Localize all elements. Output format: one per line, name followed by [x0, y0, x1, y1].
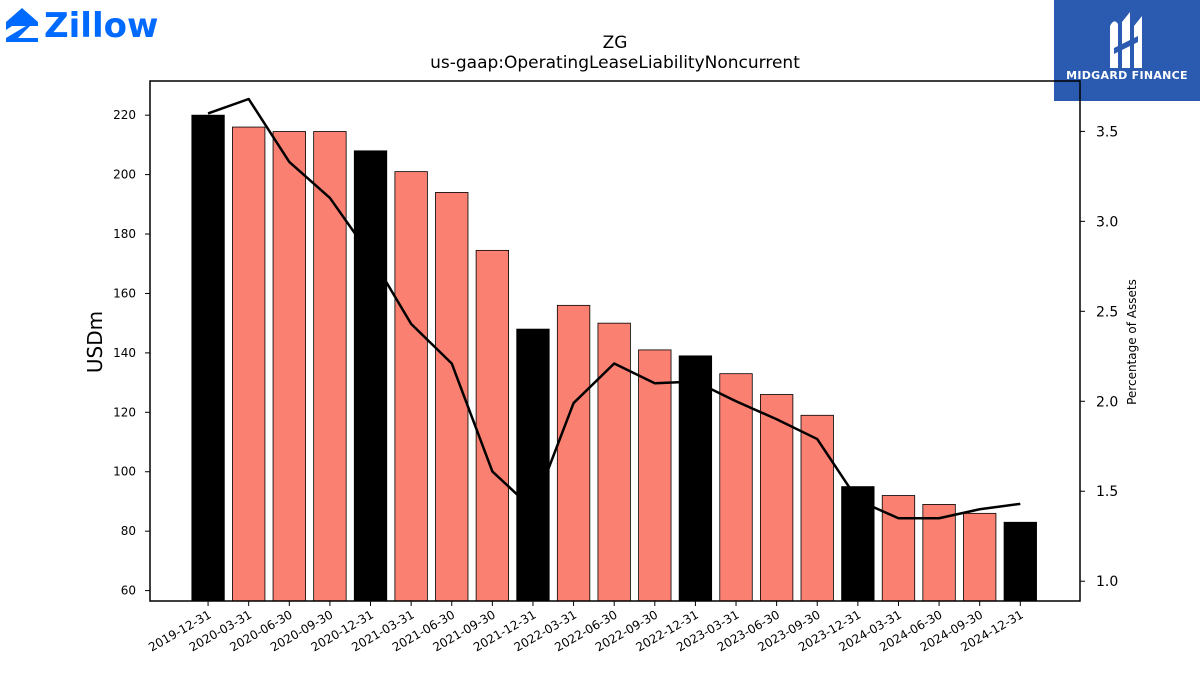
y2-tick-label: 3.0 — [1096, 214, 1118, 230]
y2-axis-label: Percentage of Assets — [1125, 279, 1139, 405]
midgard-logo-text: MIDGARD FINANCE — [1066, 69, 1188, 82]
y-tick-label: 80 — [121, 524, 136, 538]
bar-2024-12-31 — [1003, 521, 1037, 602]
y-tick-label: 200 — [113, 168, 136, 182]
bar-2022-03-31 — [556, 304, 591, 602]
left-axis: 60 80 100 120 140 160 180 200 220 — [113, 108, 150, 598]
bar-2020-06-30 — [272, 131, 306, 602]
midgard-mark-icon — [1110, 12, 1142, 68]
y2-tick-label: 2.0 — [1096, 394, 1118, 410]
bar-2020-03-31 — [232, 126, 266, 602]
bar-2021-09-30 — [475, 249, 509, 602]
bar-2022-09-30 — [638, 349, 672, 602]
plot-frame — [149, 80, 1081, 602]
bar-2019-12-31 — [191, 114, 225, 602]
y-tick-label: 100 — [113, 465, 136, 479]
bar-2021-03-31 — [394, 171, 428, 602]
bar-2020-09-30 — [313, 131, 347, 602]
bar-2021-12-31 — [516, 328, 550, 602]
y-tick-label: 160 — [113, 286, 136, 300]
y2-tick-label: 2.5 — [1096, 304, 1118, 320]
y2-tick-label: 1.5 — [1096, 484, 1118, 500]
zillow-logo: Zillow — [6, 6, 158, 44]
zillow-house-icon — [6, 8, 38, 42]
midgard-finance-logo: MIDGARD FINANCE — [1054, 0, 1200, 101]
bar-2023-03-31 — [719, 373, 753, 602]
y-tick-label: 180 — [113, 227, 136, 241]
zillow-logo-text: Zillow — [44, 6, 158, 44]
x-axis: 2019-12-312020-03-312020-06-302020-09-30… — [146, 601, 1026, 654]
bar-2022-12-31 — [678, 355, 713, 602]
percentage-line — [207, 97, 1021, 520]
y-tick-label: 120 — [113, 405, 136, 419]
bar-2024-06-30 — [922, 504, 956, 602]
y2-tick-label: 1.0 — [1096, 574, 1118, 590]
y-tick-label: 60 — [121, 584, 136, 598]
bar-2024-03-31 — [881, 495, 916, 602]
bar-2023-06-30 — [759, 394, 794, 602]
chart-title: ZG — [603, 33, 628, 53]
bar-2024-09-30 — [963, 512, 997, 602]
bar-2020-12-31 — [353, 150, 388, 602]
y-tick-label: 140 — [113, 346, 136, 360]
chart-subtitle: us-gaap:OperatingLeaseLiabilityNoncurren… — [430, 53, 800, 73]
bar-2021-06-30 — [435, 192, 469, 602]
bars-layer — [191, 114, 1037, 602]
right-axis: 1.0 1.5 2.0 2.5 3.0 3.5 — [1080, 124, 1118, 590]
bar-2023-12-31 — [841, 486, 875, 602]
y2-tick-label: 3.5 — [1096, 124, 1118, 140]
line-layer — [207, 97, 1021, 520]
y-axis-label: USDm — [83, 311, 107, 373]
y-tick-label: 220 — [113, 108, 136, 122]
bar-2023-09-30 — [800, 414, 834, 602]
